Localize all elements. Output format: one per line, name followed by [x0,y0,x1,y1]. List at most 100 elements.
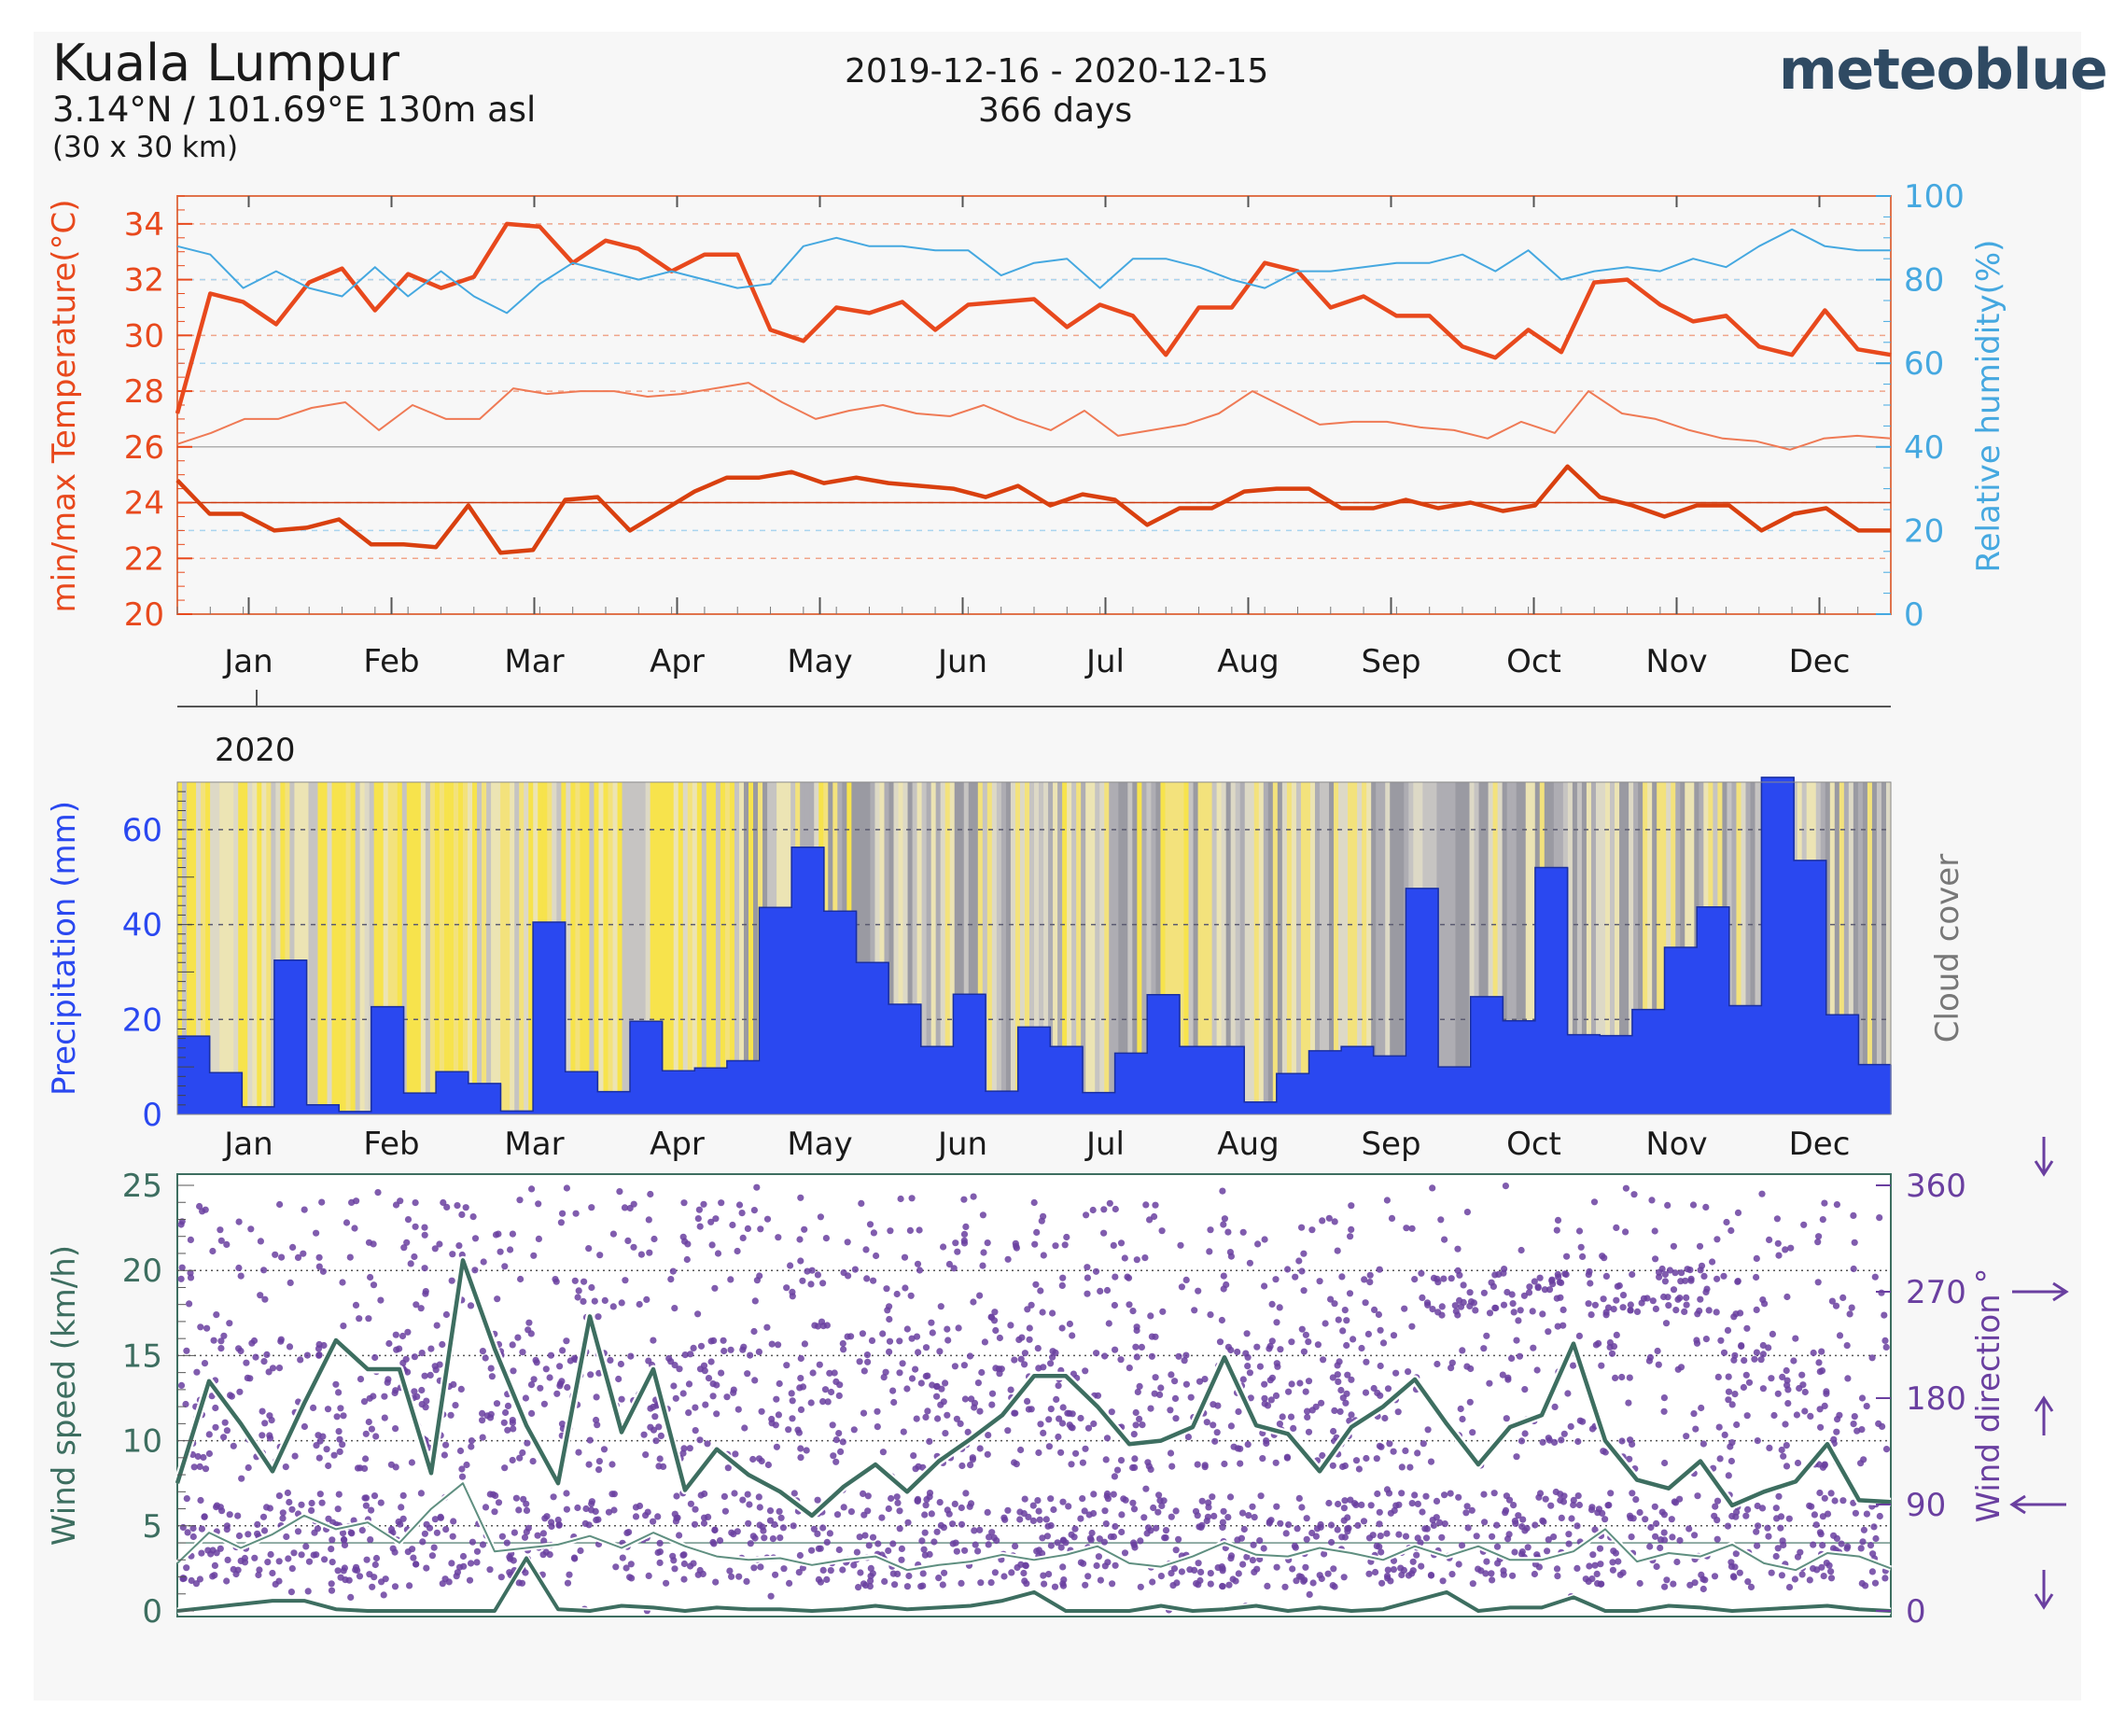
wind-direction-dot [647,1190,654,1198]
wind-direction-dot [1408,1500,1416,1507]
wind-direction-dot [874,1407,881,1415]
wind-direction-dot [1227,1422,1235,1430]
wind-direction-dot [410,1554,417,1561]
wind-direction-dot [421,1530,428,1537]
wind-direction-dot [509,1341,516,1349]
wind-direction-dot [974,1547,982,1555]
wind-direction-dot [1108,1408,1115,1416]
wind-direction-dot [540,1400,549,1407]
wind-direction-dot [504,1402,512,1409]
wind-direction-dot [1630,1191,1638,1198]
precipitation-bar [662,1071,696,1114]
wind-direction-dot [235,1264,243,1272]
wind-direction-dot [1689,1201,1698,1209]
wind-direction-dot [803,1447,810,1454]
wind-direction-dot [1300,1287,1308,1295]
wind-direction-dot [1105,1320,1112,1327]
wind-direction-dot [607,1356,614,1364]
wind-direction-dot [283,1533,290,1541]
wind-direction-dot [898,1545,906,1552]
wind-direction-dot [991,1309,999,1316]
wind-direction-dot [316,1437,324,1445]
wind-direction-dot [1395,1501,1403,1508]
cloud-cover-stripe [1028,782,1035,1114]
wind-direction-dot [226,1511,233,1519]
wind-direction-dot [527,1381,536,1389]
wind-speed-tick-label: 15 [122,1337,162,1375]
wind-direction-dot [1518,1246,1525,1254]
wind-direction-dot [1859,1538,1867,1546]
wind-direction-dot [1385,1490,1393,1497]
wind-direction-dot [966,1503,973,1510]
wind-direction-dot [500,1419,508,1426]
cloud-cover-stripe [1127,782,1133,1114]
cloud-cover-stripe [1745,782,1752,1114]
wind-direction-dot [276,1200,284,1209]
precipitation-bar [209,1072,244,1114]
wind-direction-dot [894,1499,902,1506]
wind-direction-dot [935,1575,943,1582]
cloud-cover-stripe [958,782,965,1114]
wind-direction-dot [1082,1445,1089,1452]
wind-direction-dot [1171,1394,1180,1402]
wind-direction-dot [591,1297,598,1305]
cloud-cover-stripe [294,782,301,1114]
wind-direction-dot [1796,1384,1803,1393]
wind-direction-dot [1753,1306,1760,1313]
wind-direction-dot [1087,1536,1095,1544]
wind-direction-dot [1604,1502,1612,1509]
cloud-cover-stripe [982,782,988,1114]
cloud-cover-stripe [1876,782,1882,1114]
wind-direction-dot [1806,1576,1813,1584]
wind-direction-dot [972,1541,979,1548]
wind-direction-dot [1390,1448,1397,1455]
wind-direction-dot [1851,1413,1858,1421]
wind-direction-dot [1331,1218,1338,1225]
wind-direction-dot [971,1404,978,1411]
wind-direction-dot [1596,1545,1604,1552]
wind-direction-dot [520,1495,527,1503]
wind-direction-dot [1709,1258,1716,1266]
wind-direction-dot [969,1456,976,1463]
wind-direction-dot [1574,1437,1582,1446]
wind-direction-dot [1341,1307,1349,1314]
wind-direction-dot [867,1564,874,1572]
wind-direction-dot [1234,1445,1241,1452]
wind-speed-tick-label: 10 [122,1423,162,1461]
wind-direction-dot [1172,1507,1180,1515]
wind-direction-dot [1004,1427,1012,1435]
wind-direction-dot [341,1541,349,1548]
wind-direction-dot [1725,1373,1732,1380]
wind-direction-dot [396,1345,403,1352]
cloud-cover-stripe [1071,782,1077,1114]
wind-direction-dot [1402,1533,1410,1540]
wind-direction-dot [1441,1236,1448,1243]
month-label: Dec [1789,1126,1851,1163]
precipitation-bar [533,922,566,1114]
wind-direction-dot [1693,1337,1700,1344]
wind-direction-dot [1152,1374,1159,1381]
wind-direction-dot [1780,1452,1787,1460]
wind-direction-dot [1012,1543,1019,1550]
wind-direction-dot [1017,1446,1025,1454]
precipitation-bar [1567,1034,1601,1114]
wind-direction-dot [1249,1557,1256,1564]
wind-direction-dot [1455,1493,1462,1501]
cloud-cover-stripe [1132,782,1138,1114]
wind-direction-dot [1020,1569,1028,1577]
wind-direction-dot [768,1415,776,1423]
wind-direction-dot [1422,1534,1431,1542]
wind-direction-dot [494,1295,501,1303]
precipitation-bar [468,1083,502,1114]
wind-direction-dot [406,1582,413,1589]
wind-direction-dot [1530,1344,1537,1351]
wind-direction-dot [202,1465,210,1473]
wind-direction-dot [1418,1269,1425,1277]
wind-direction-dot [1754,1542,1761,1549]
wind-direction-dot [756,1521,763,1529]
wind-direction-dot [1312,1403,1320,1410]
wind-direction-dot [1591,1526,1599,1533]
wind-direction-dot [1335,1316,1342,1323]
cloud-cover-stripe [1141,782,1147,1114]
wind-direction-dot [740,1343,748,1351]
